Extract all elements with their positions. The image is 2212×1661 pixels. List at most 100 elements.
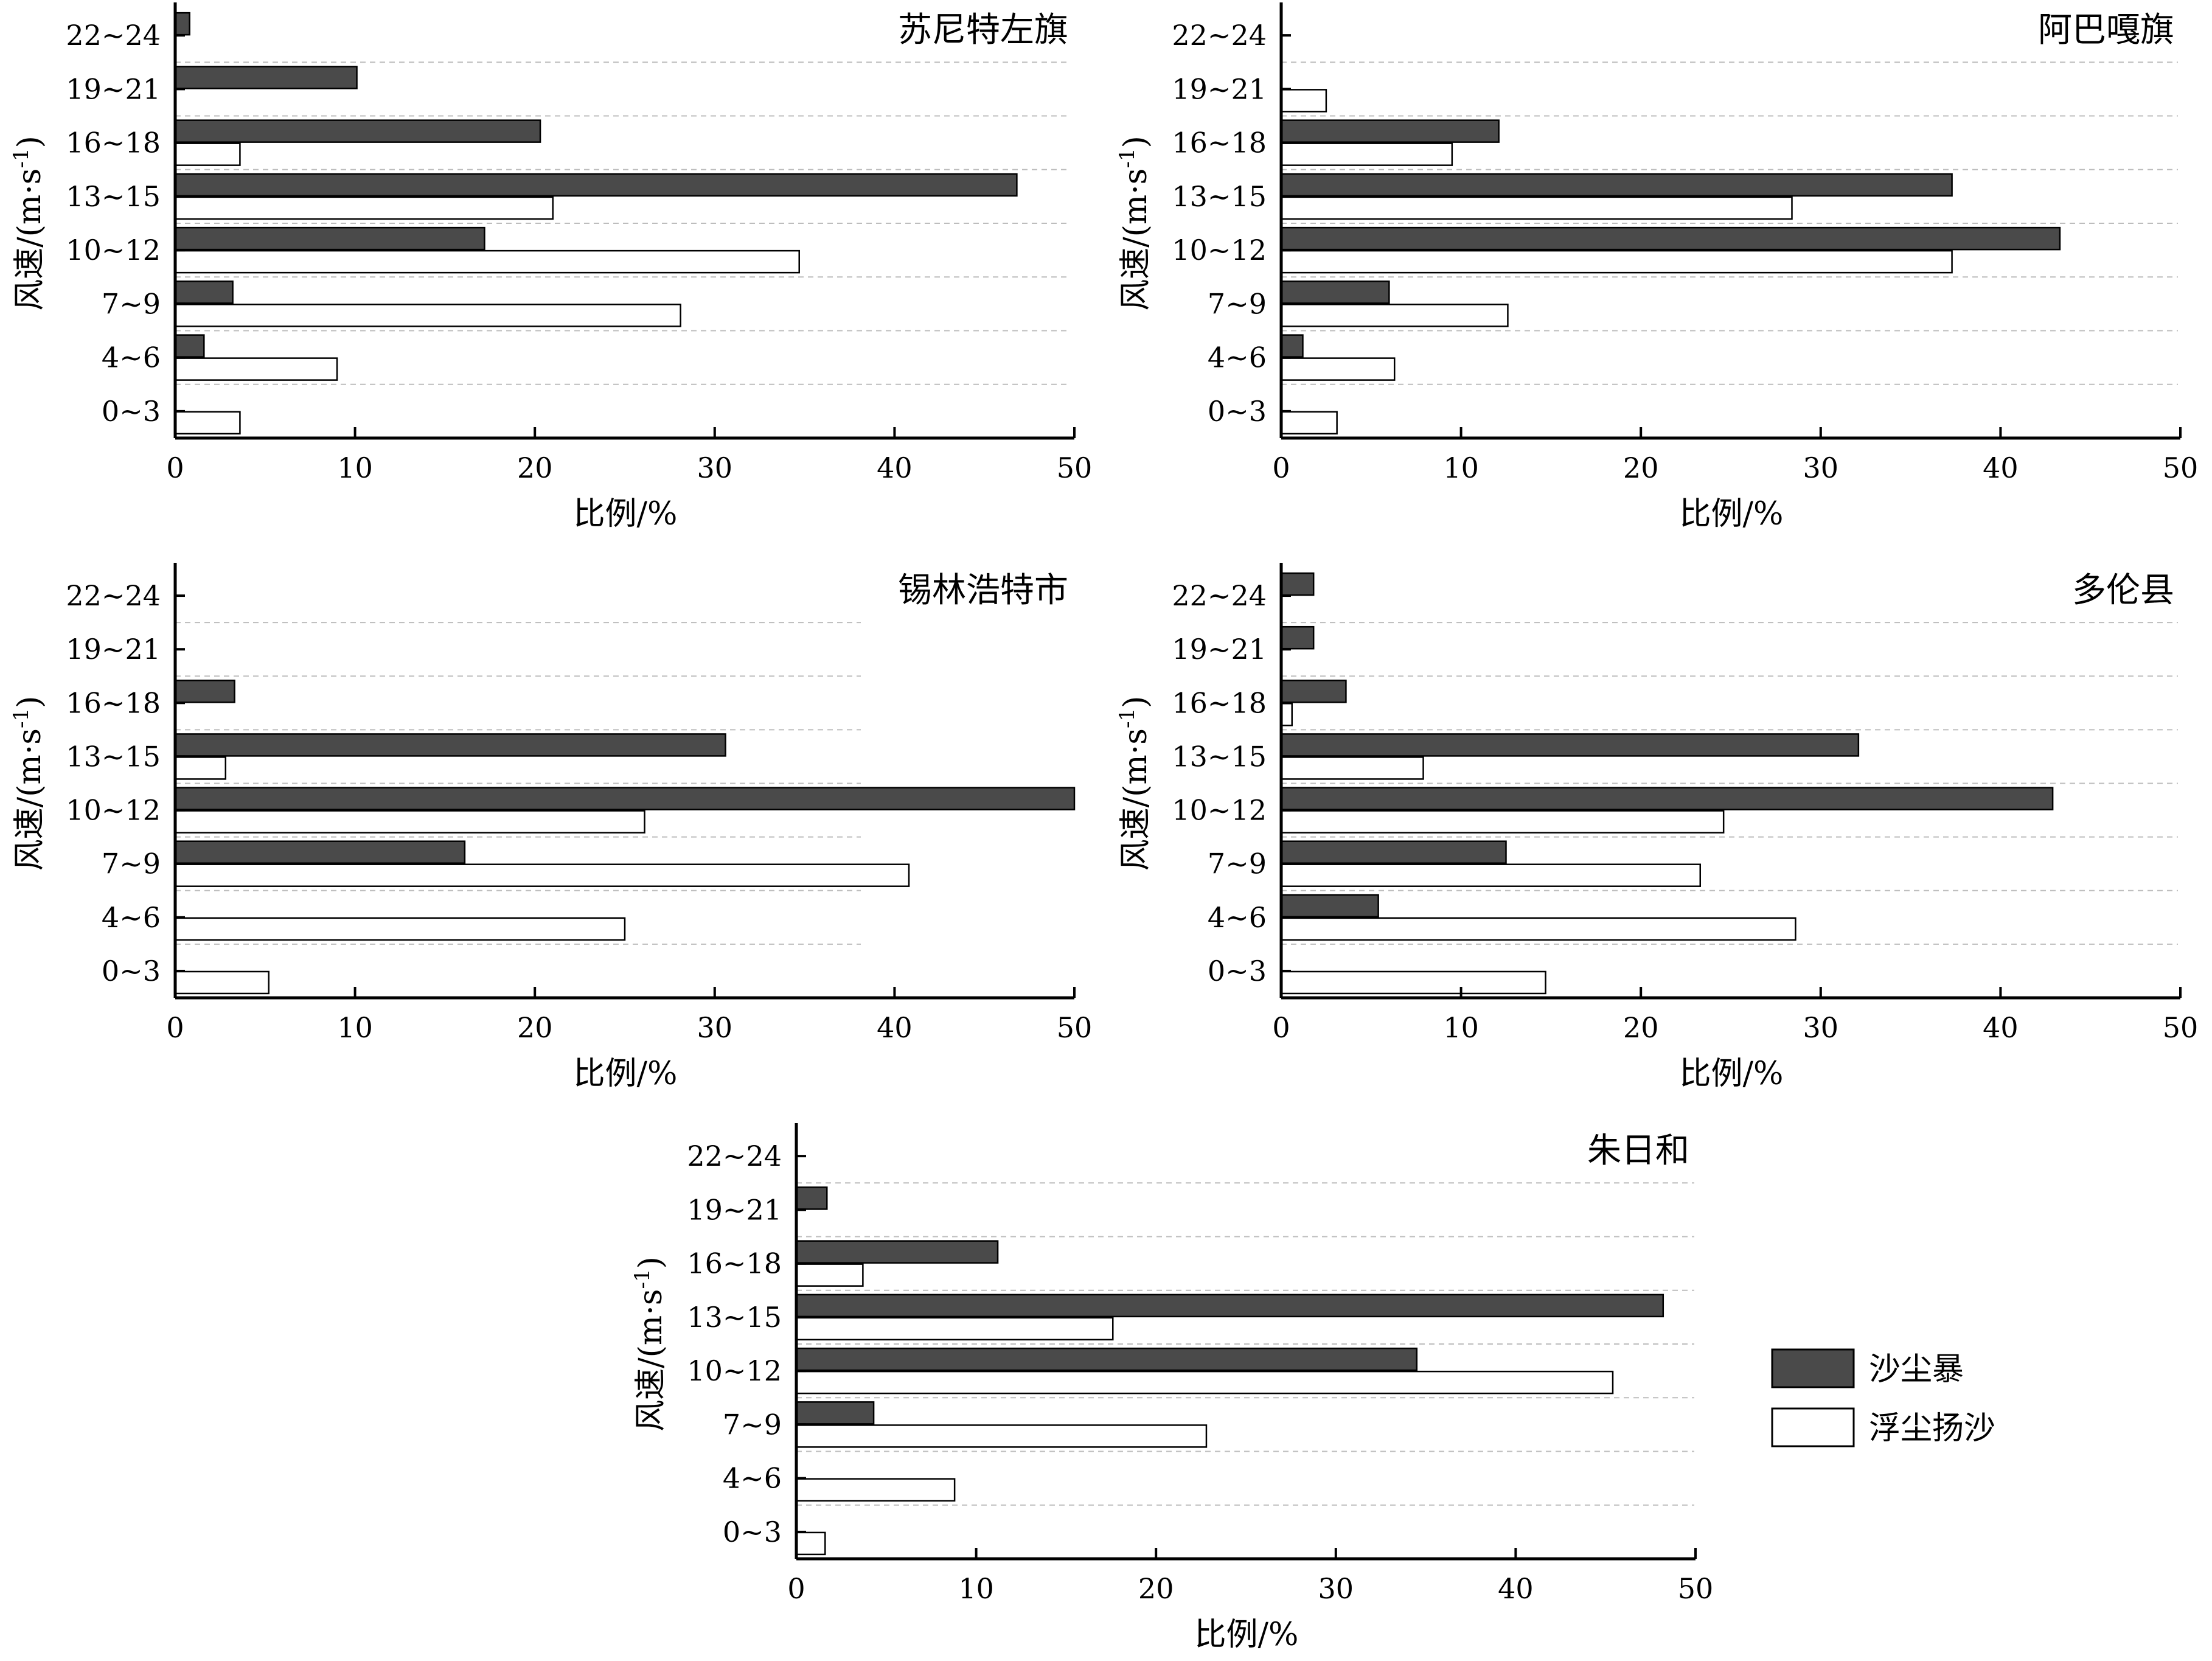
y-tick-label: 22~24 — [1172, 19, 1267, 52]
y-tick-label: 7~9 — [102, 848, 161, 880]
y-tick-label: 13~15 — [66, 740, 161, 773]
y-tick-label: 16~18 — [1172, 686, 1267, 719]
y-tick-label: 13~15 — [66, 180, 161, 213]
x-tick-label: 20 — [517, 451, 553, 484]
bar-sandstorm — [1280, 572, 1315, 596]
y-axis-title-end: ) — [633, 1256, 669, 1269]
legend: 沙尘暴 浮尘扬沙 — [1771, 1348, 1995, 1447]
bar-floating-dust — [795, 1370, 1614, 1395]
bar-floating-dust — [1280, 917, 1796, 941]
y-tick-label: 4~6 — [723, 1462, 782, 1495]
legend-label-sandstorm: 沙尘暴 — [1869, 1351, 1964, 1388]
y-tick-label: 19~21 — [66, 633, 161, 666]
bar-floating-dust — [174, 357, 338, 381]
x-axis-title: 比例/% — [1680, 1056, 1784, 1092]
bar-floating-dust — [1280, 970, 1546, 995]
legend-swatch-floating-dust — [1771, 1407, 1855, 1447]
x-tick-label: 10 — [337, 1011, 373, 1044]
bar-sandstorm — [1280, 680, 1347, 703]
y-tick-label: 0~3 — [102, 395, 161, 428]
y-tick-label: 19~21 — [687, 1193, 782, 1226]
bar-floating-dust — [174, 917, 626, 941]
x-tick-label: 0 — [1272, 451, 1290, 484]
bar-floating-dust — [795, 1317, 1114, 1341]
chart-panel: 0 10 20 30 40 50 0~3 4~6 7~9 10~12 13~15 16~18 19~21… — [630, 1123, 1713, 1653]
y-tick-label: 7~9 — [723, 1408, 782, 1441]
y-tick-label: 16~18 — [66, 127, 161, 159]
bar-sandstorm — [1280, 334, 1304, 358]
panel-title: 锡林浩特市 — [898, 571, 1068, 610]
y-tick-label: 16~18 — [687, 1247, 782, 1280]
y-tick-label: 19~21 — [1172, 633, 1267, 666]
x-axis-title: 比例/% — [574, 496, 678, 532]
y-tick-label: 0~3 — [1208, 955, 1267, 987]
bar-sandstorm — [174, 66, 358, 89]
x-tick-label: 20 — [517, 1011, 553, 1044]
y-axis-title-superscript: -1 — [9, 148, 33, 168]
bar-sandstorm — [174, 226, 485, 251]
y-tick-label: 22~24 — [66, 579, 161, 612]
chart-panel: 0 10 20 30 40 50 0~3 4~6 7~9 10~12 13~15 16~18 19~21… — [1115, 563, 2198, 1092]
x-tick-label: 0 — [1272, 1011, 1290, 1044]
y-tick-label: 4~6 — [102, 341, 161, 374]
bar-floating-dust — [795, 1263, 864, 1287]
bar-floating-dust — [1280, 703, 1293, 726]
x-tick-label: 10 — [1443, 451, 1479, 484]
x-tick-label: 40 — [877, 451, 913, 484]
x-tick-label: 20 — [1138, 1572, 1174, 1605]
bar-floating-dust — [1280, 357, 1396, 381]
x-tick-label: 0 — [166, 451, 184, 484]
x-tick-label: 20 — [1623, 1011, 1659, 1044]
panel-title: 朱日和 — [1587, 1131, 1689, 1171]
bar-floating-dust — [174, 756, 227, 780]
y-axis-title: 风速/(m·s-1) — [9, 136, 48, 311]
legend-swatch-sandstorm — [1771, 1348, 1855, 1388]
x-tick-label: 50 — [1057, 1011, 1093, 1044]
bar-sandstorm — [1280, 733, 1860, 757]
bar-floating-dust — [1280, 411, 1338, 435]
y-axis-title-main: 风速/(m·s — [1118, 728, 1154, 871]
bar-floating-dust — [174, 142, 241, 166]
y-axis-title-end: ) — [1118, 696, 1154, 708]
bar-sandstorm — [1280, 625, 1315, 650]
bar-sandstorm — [1280, 173, 1953, 197]
legend-label-floating-dust: 浮尘扬沙 — [1869, 1410, 1995, 1447]
bar-sandstorm — [174, 334, 205, 358]
x-tick-label: 50 — [1057, 451, 1093, 484]
y-tick-label: 19~21 — [1172, 72, 1267, 105]
y-tick-label: 13~15 — [1172, 180, 1267, 213]
bar-sandstorm — [795, 1240, 999, 1264]
bar-sandstorm — [174, 119, 541, 143]
y-tick-label: 22~24 — [66, 19, 161, 52]
y-tick-label: 0~3 — [102, 955, 161, 987]
x-tick-label: 10 — [337, 451, 373, 484]
bar-sandstorm — [1280, 840, 1507, 864]
x-tick-label: 0 — [166, 1011, 184, 1044]
bar-floating-dust — [1280, 142, 1453, 166]
x-tick-label: 30 — [697, 451, 733, 484]
bar-floating-dust — [174, 249, 800, 274]
panel-title: 多伦县 — [2072, 571, 2174, 610]
y-tick-label: 10~12 — [66, 794, 161, 827]
y-axis-title-superscript: -1 — [9, 708, 33, 728]
y-axis-title: 风速/(m·s-1) — [9, 696, 48, 871]
bar-floating-dust — [795, 1478, 956, 1502]
bar-floating-dust — [795, 1424, 1208, 1448]
bar-sandstorm — [174, 12, 190, 36]
y-tick-label: 13~15 — [1172, 740, 1267, 773]
bar-sandstorm — [174, 280, 234, 304]
bar-sandstorm — [1280, 226, 2061, 251]
y-tick-label: 7~9 — [102, 287, 161, 320]
y-tick-label: 0~3 — [723, 1516, 782, 1548]
y-axis-title: 风速/(m·s-1) — [1115, 696, 1154, 871]
x-tick-label: 50 — [2163, 451, 2199, 484]
y-tick-label: 4~6 — [1208, 341, 1267, 374]
x-tick-label: 50 — [1678, 1572, 1714, 1605]
y-tick-label: 10~12 — [1172, 234, 1267, 266]
bar-floating-dust — [174, 863, 910, 887]
bar-sandstorm — [174, 733, 726, 757]
panels-layer: 0 10 20 30 40 50 0~3 4~6 7~9 10~12 13~15 16~18 19~21… — [9, 2, 2198, 1653]
panel-title: 苏尼特左旗 — [898, 10, 1068, 50]
bar-floating-dust — [1280, 249, 1953, 274]
bar-sandstorm — [174, 173, 1018, 197]
